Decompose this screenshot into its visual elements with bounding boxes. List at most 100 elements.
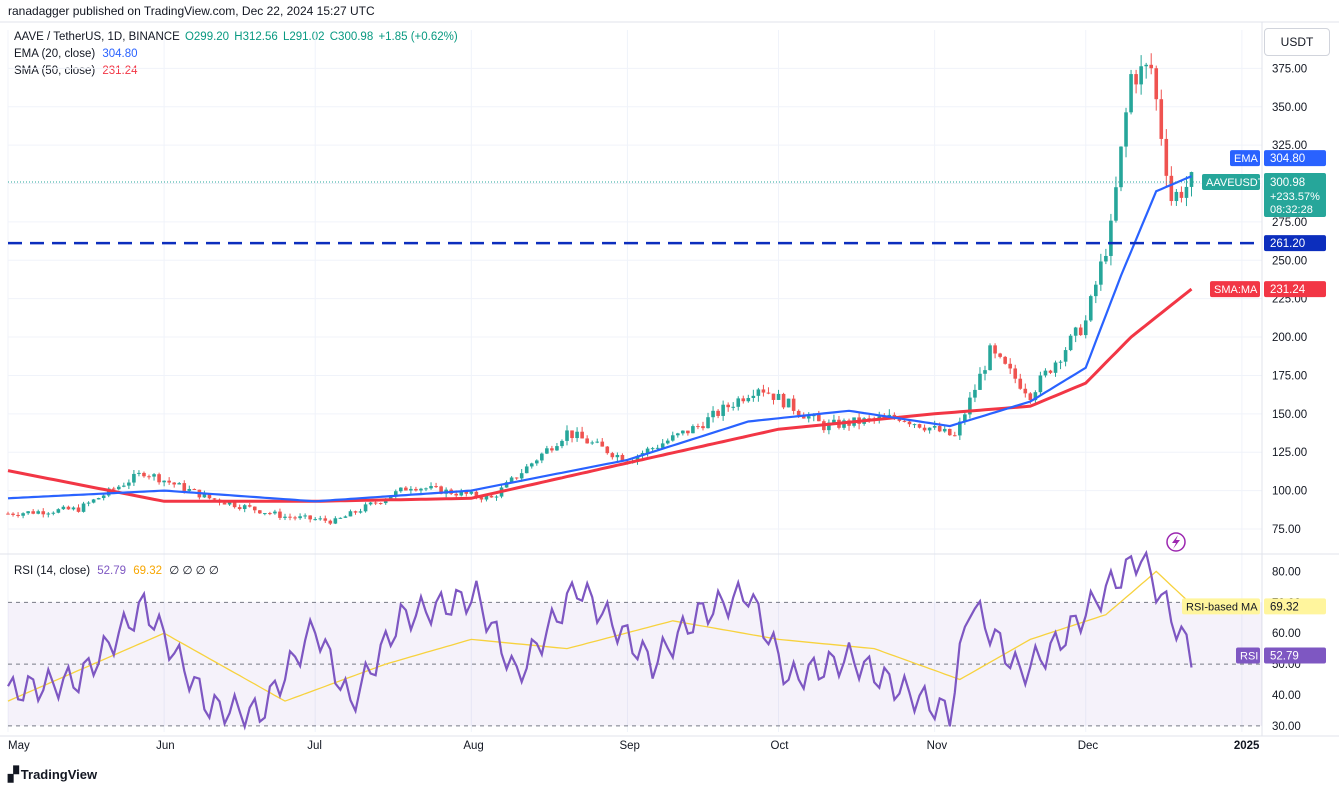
candle-body bbox=[122, 485, 126, 487]
candle-body bbox=[61, 506, 66, 510]
time-tick-label: Nov bbox=[927, 740, 948, 752]
candle-body bbox=[303, 515, 307, 517]
candle-body bbox=[887, 414, 892, 417]
candle-body bbox=[655, 447, 660, 449]
candle-body bbox=[278, 511, 282, 518]
time-tick-label: Oct bbox=[771, 740, 790, 752]
time-tick-label: 2025 bbox=[1234, 740, 1260, 752]
candle-body bbox=[36, 511, 41, 514]
candle-body bbox=[766, 392, 771, 394]
candle-body bbox=[56, 509, 61, 513]
candle-body bbox=[1033, 392, 1038, 401]
candle-body bbox=[514, 477, 519, 479]
rsi-ma-badge-label-bg bbox=[1182, 598, 1260, 615]
candle-body bbox=[993, 345, 997, 354]
candle-body bbox=[1013, 368, 1018, 379]
candle-body bbox=[454, 493, 459, 496]
rsi-tick-label: 30.00 bbox=[1272, 721, 1301, 733]
candle-body bbox=[973, 389, 977, 398]
indicator-lines bbox=[7, 175, 1262, 503]
ema-legend-label: EMA (20, close) bbox=[14, 48, 96, 60]
candle-body bbox=[806, 416, 811, 419]
rsi-legend-label: RSI (14, close) bbox=[14, 565, 91, 577]
candle-body bbox=[212, 498, 217, 500]
candle-body bbox=[963, 414, 967, 422]
rsi-legend-value: 52.79 bbox=[97, 565, 127, 577]
candle-body bbox=[167, 480, 171, 483]
candle-body bbox=[580, 431, 584, 439]
candle-body bbox=[1184, 186, 1189, 198]
candle-body bbox=[1124, 112, 1128, 147]
candle-body bbox=[137, 472, 141, 474]
candle-body bbox=[101, 495, 106, 499]
ema-legend[interactable]: EMA (20, close) 304.80 bbox=[14, 48, 138, 60]
tradingview-logo[interactable]: ▞ TradingView bbox=[8, 766, 97, 783]
price-tick-label: 150.00 bbox=[1272, 409, 1307, 421]
candle-body bbox=[51, 512, 56, 514]
candle-body bbox=[268, 513, 272, 515]
candle-body bbox=[555, 446, 559, 451]
candle-body bbox=[363, 504, 368, 512]
candle-body bbox=[1129, 74, 1133, 113]
candle-body bbox=[41, 511, 46, 515]
candle-body bbox=[776, 393, 781, 400]
candle-body bbox=[1119, 146, 1123, 188]
tradingview-icon: ▞ bbox=[8, 766, 19, 782]
candle-body bbox=[343, 516, 348, 518]
candle-body bbox=[922, 427, 927, 431]
candle-body bbox=[187, 489, 192, 491]
candle-body bbox=[534, 460, 539, 464]
candle-body bbox=[545, 448, 549, 454]
rsi-tick-label: 60.00 bbox=[1272, 628, 1301, 640]
lightning-icon[interactable] bbox=[1166, 532, 1186, 552]
rsi-legend-extra: ∅ ∅ ∅ ∅ bbox=[169, 565, 219, 577]
candle-body bbox=[409, 488, 413, 491]
ema-badge-value: 304.80 bbox=[1270, 153, 1305, 165]
candle-body bbox=[258, 510, 262, 514]
rsi-badge-value: 52.79 bbox=[1270, 650, 1299, 662]
candle-body bbox=[907, 421, 912, 425]
currency-button[interactable]: USDT bbox=[1264, 28, 1330, 56]
candle-body bbox=[31, 511, 35, 514]
candle-body bbox=[46, 513, 51, 515]
candle-body bbox=[373, 502, 378, 504]
candle-body bbox=[147, 476, 151, 478]
candle-body bbox=[650, 448, 655, 450]
sma-badge-value-bg bbox=[1264, 281, 1326, 298]
ema-badge-label-bg bbox=[1230, 150, 1260, 167]
price-tick-label: 350.00 bbox=[1272, 102, 1307, 114]
rsi-ma-badge-value: 69.32 bbox=[1270, 601, 1299, 613]
rsi-ma-badge: RSI-based MA 69.32 bbox=[1182, 598, 1326, 615]
candle-body bbox=[509, 477, 514, 483]
candle-body bbox=[414, 488, 418, 491]
rsi-legend[interactable]: RSI (14, close) 52.79 69.32 ∅ ∅ ∅ ∅ bbox=[14, 563, 219, 577]
candle-body bbox=[585, 438, 589, 444]
candle-body bbox=[288, 516, 292, 518]
candle-body bbox=[983, 370, 987, 374]
candle-body bbox=[283, 516, 287, 518]
candle-body bbox=[399, 487, 403, 492]
change-value: +1.85 (+0.62%) bbox=[378, 31, 458, 43]
candle-body bbox=[358, 511, 363, 513]
candle-body bbox=[1038, 375, 1043, 393]
candle-body bbox=[247, 505, 252, 507]
rsi-ma-legend-value: 69.32 bbox=[133, 565, 163, 577]
candle-body bbox=[469, 491, 474, 494]
candle-body bbox=[1048, 370, 1053, 373]
candle-body bbox=[817, 414, 821, 422]
candle-body bbox=[1164, 138, 1169, 176]
candle-body bbox=[318, 518, 323, 520]
candle-body bbox=[76, 507, 81, 512]
published-caption: ranadagger published on TradingView.com,… bbox=[8, 4, 375, 18]
price-tick-label: 200.00 bbox=[1272, 332, 1307, 344]
candle-body bbox=[947, 428, 952, 436]
candle-body bbox=[16, 514, 20, 516]
candle-body bbox=[665, 440, 670, 444]
candles bbox=[6, 53, 1194, 526]
rsi-tick-label: 80.00 bbox=[1272, 566, 1301, 578]
candle-body bbox=[1043, 370, 1048, 376]
candle-body bbox=[1159, 99, 1164, 139]
candle-body bbox=[988, 345, 992, 371]
candle-body bbox=[1169, 175, 1174, 202]
